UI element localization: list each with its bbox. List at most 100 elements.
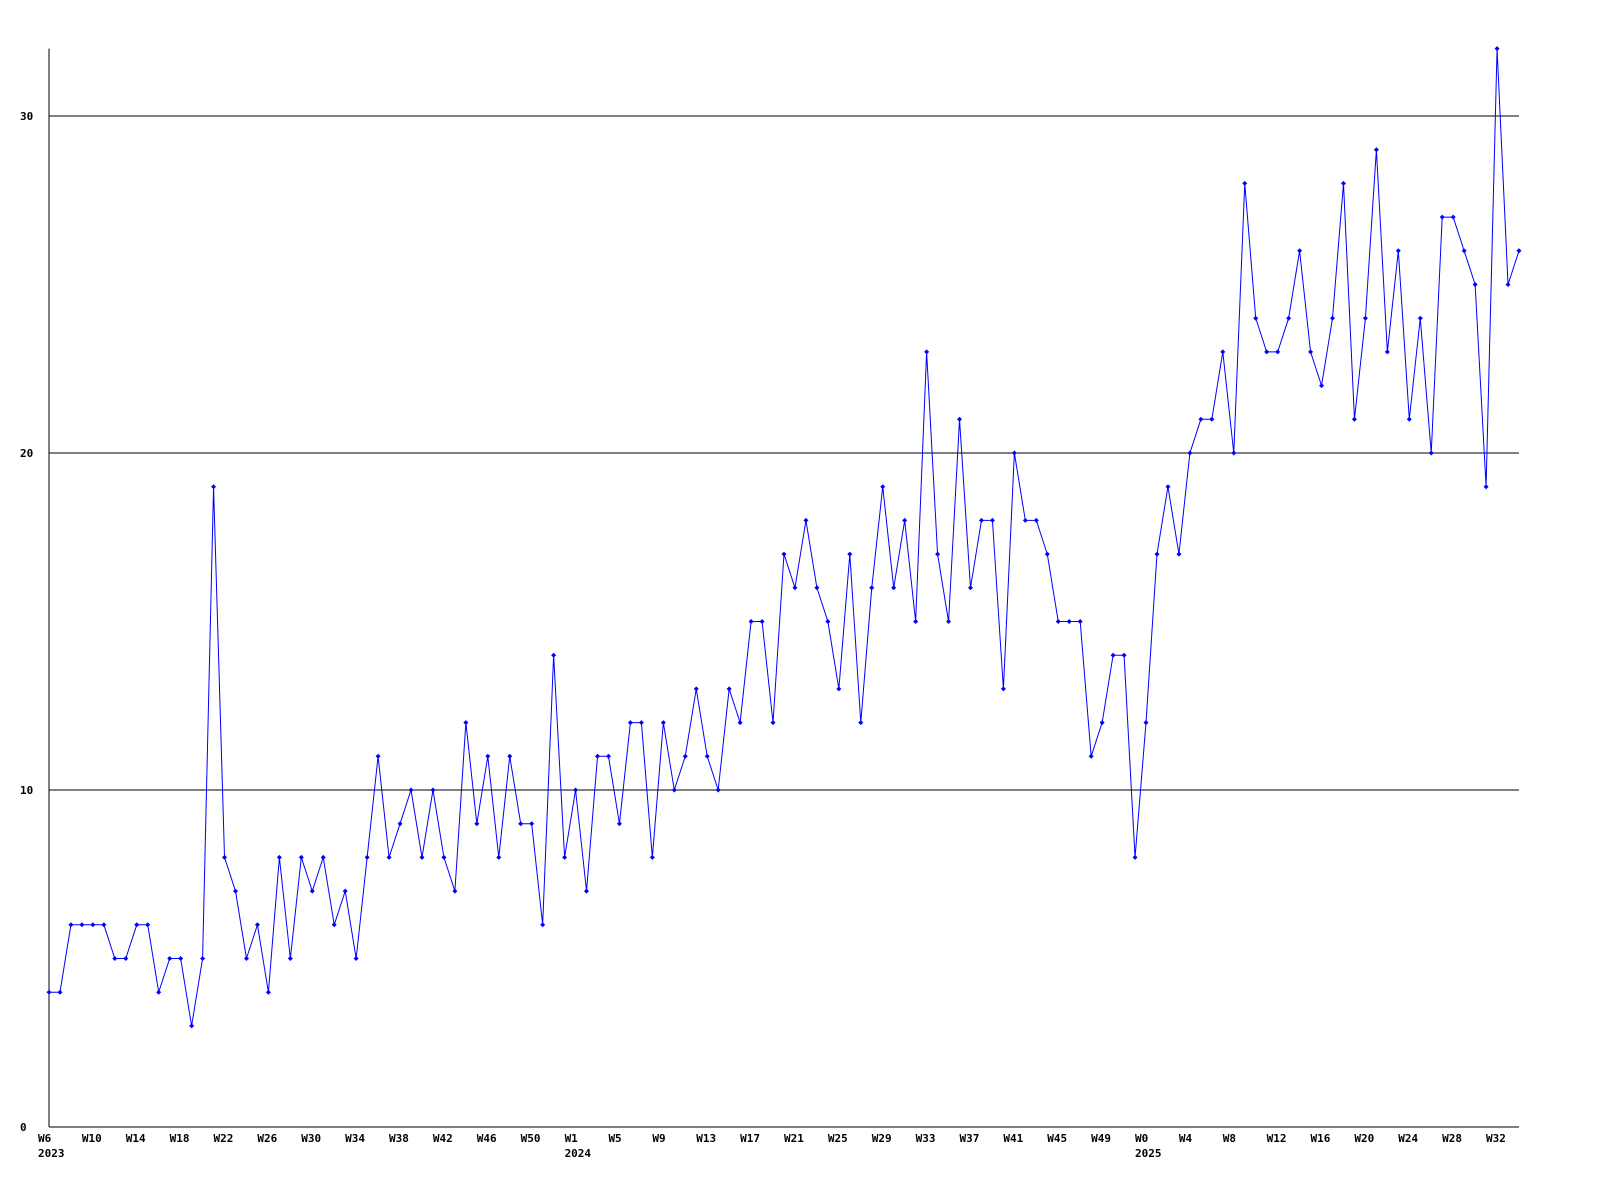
x-tick-label: W46 bbox=[477, 1132, 497, 1145]
point-marker bbox=[79, 922, 85, 928]
point-marker bbox=[891, 585, 897, 591]
point-marker bbox=[1242, 180, 1248, 186]
point-marker bbox=[715, 787, 721, 793]
point-marker bbox=[90, 922, 96, 928]
point-marker bbox=[123, 956, 129, 961]
point-marker bbox=[573, 787, 579, 793]
point-marker bbox=[803, 517, 809, 523]
point-marker bbox=[792, 585, 798, 591]
point-marker bbox=[1066, 619, 1072, 624]
x-tick-label: W34 bbox=[345, 1132, 365, 1145]
x-tick-label: W12 bbox=[1267, 1132, 1287, 1145]
point-marker bbox=[1253, 315, 1259, 321]
point-marker bbox=[1132, 854, 1138, 860]
point-marker bbox=[474, 821, 480, 827]
x-tick-label: W41 bbox=[1003, 1132, 1023, 1145]
point-marker bbox=[902, 517, 908, 523]
point-marker bbox=[1319, 383, 1325, 389]
x-tick-label: W49 bbox=[1091, 1132, 1111, 1145]
point-marker bbox=[1494, 46, 1500, 52]
point-marker bbox=[704, 753, 710, 759]
point-marker bbox=[540, 922, 546, 928]
point-marker bbox=[1472, 282, 1478, 287]
point-marker bbox=[46, 989, 52, 995]
point-marker bbox=[1406, 416, 1412, 422]
point-marker bbox=[1099, 720, 1105, 726]
point-marker bbox=[1395, 248, 1401, 254]
point-marker bbox=[1077, 619, 1083, 624]
point-marker bbox=[935, 551, 941, 557]
point-marker bbox=[759, 619, 765, 624]
point-marker bbox=[68, 922, 74, 928]
point-marker bbox=[243, 956, 249, 961]
point-marker bbox=[309, 888, 315, 894]
x-tick-label: W20 bbox=[1354, 1132, 1374, 1145]
x-tick-label: W14 bbox=[126, 1132, 146, 1145]
x-tick-label: W16 bbox=[1311, 1132, 1331, 1145]
point-marker bbox=[1351, 416, 1357, 422]
point-marker bbox=[1297, 248, 1303, 254]
point-marker bbox=[101, 922, 107, 928]
point-marker bbox=[1088, 753, 1094, 759]
point-marker bbox=[1000, 686, 1006, 692]
point-marker bbox=[660, 720, 666, 726]
point-marker bbox=[211, 484, 217, 490]
point-marker bbox=[298, 854, 304, 860]
point-marker bbox=[1165, 484, 1171, 490]
point-marker bbox=[946, 619, 952, 624]
x-tick-label: W38 bbox=[389, 1132, 409, 1145]
point-marker bbox=[222, 854, 228, 860]
point-marker bbox=[781, 551, 787, 557]
point-marker bbox=[649, 854, 655, 860]
point-marker bbox=[978, 517, 984, 523]
point-marker bbox=[287, 956, 293, 961]
x-tick-label: W25 bbox=[828, 1132, 848, 1145]
point-marker bbox=[200, 956, 206, 961]
point-marker bbox=[1198, 416, 1204, 422]
point-marker bbox=[1505, 282, 1511, 287]
point-marker bbox=[1428, 450, 1434, 456]
point-marker bbox=[1231, 450, 1237, 456]
point-marker bbox=[1209, 416, 1215, 422]
point-marker bbox=[616, 821, 622, 827]
point-marker bbox=[1154, 551, 1160, 557]
point-marker bbox=[178, 956, 184, 961]
point-marker bbox=[189, 1023, 195, 1029]
point-marker bbox=[1516, 248, 1522, 254]
point-marker bbox=[551, 652, 557, 658]
point-marker bbox=[441, 854, 447, 860]
point-marker bbox=[419, 854, 425, 860]
point-marker bbox=[254, 922, 260, 928]
x-tick-label: W8 bbox=[1223, 1132, 1236, 1145]
point-marker bbox=[693, 686, 699, 692]
point-marker bbox=[320, 854, 326, 860]
point-marker bbox=[1220, 349, 1226, 355]
point-marker bbox=[408, 787, 414, 793]
x-year-label: 2024 bbox=[565, 1147, 592, 1160]
x-tick-label: W37 bbox=[959, 1132, 979, 1145]
point-marker bbox=[1384, 349, 1390, 355]
point-marker bbox=[627, 720, 633, 726]
point-marker bbox=[57, 989, 63, 995]
point-marker bbox=[1373, 147, 1379, 153]
point-marker bbox=[989, 517, 995, 523]
y-tick-label: 10 bbox=[20, 784, 33, 797]
point-marker bbox=[1340, 180, 1346, 186]
x-tick-label: W33 bbox=[916, 1132, 936, 1145]
point-marker bbox=[364, 854, 370, 860]
y-tick-label: 20 bbox=[20, 447, 33, 460]
point-marker bbox=[880, 484, 886, 490]
point-marker bbox=[1143, 720, 1149, 726]
point-marker bbox=[507, 753, 513, 759]
x-tick-label: W50 bbox=[521, 1132, 541, 1145]
point-marker bbox=[167, 956, 173, 961]
x-tick-label: W5 bbox=[608, 1132, 621, 1145]
point-marker bbox=[375, 753, 381, 759]
point-marker bbox=[1011, 450, 1017, 456]
point-marker bbox=[386, 854, 392, 860]
point-marker bbox=[858, 720, 864, 726]
point-marker bbox=[485, 753, 491, 759]
x-year-label: 2023 bbox=[38, 1147, 65, 1160]
point-marker bbox=[682, 753, 688, 759]
